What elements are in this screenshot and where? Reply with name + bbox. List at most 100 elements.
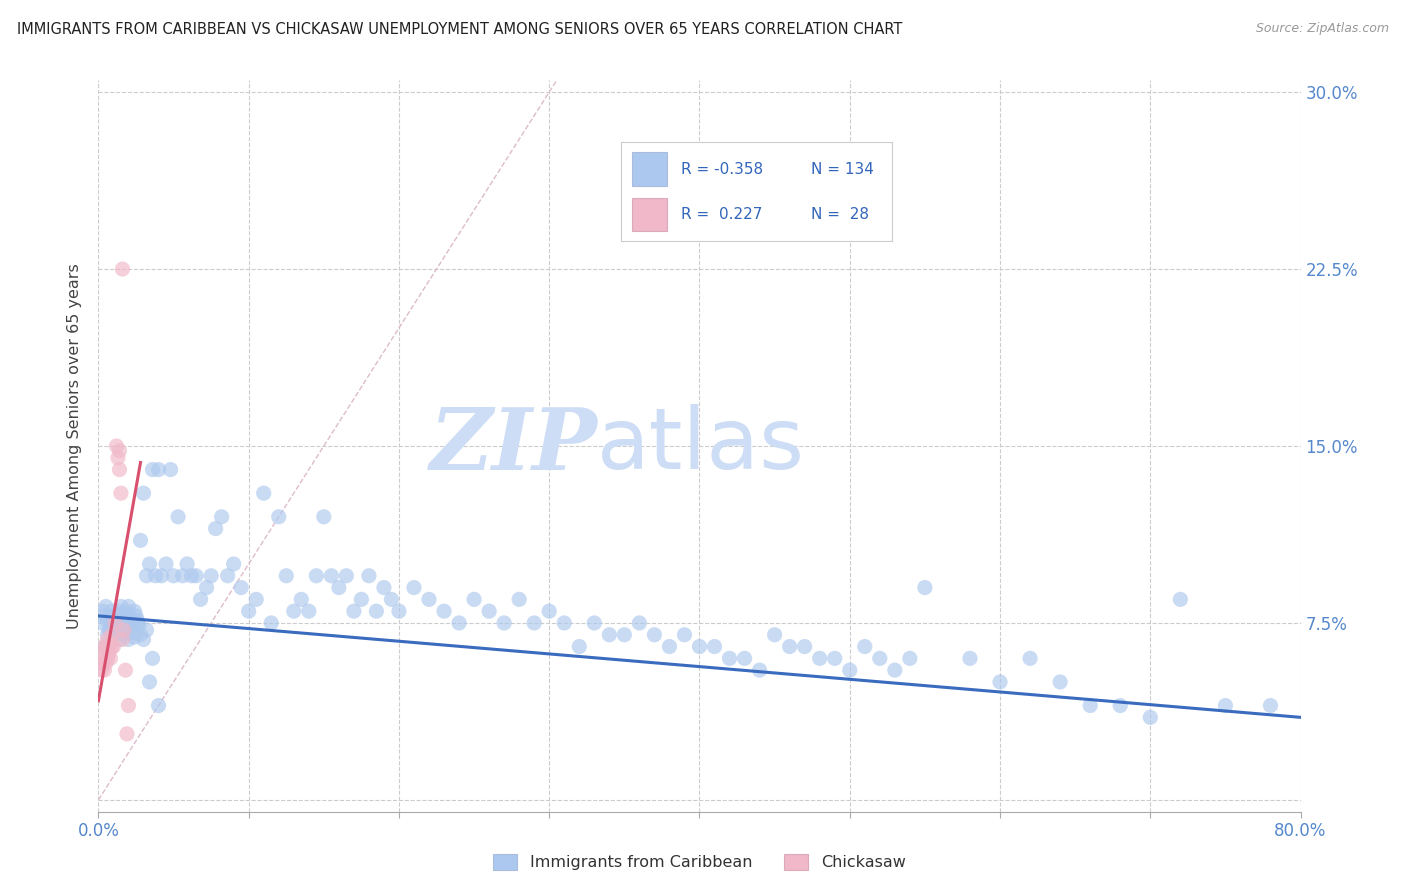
Point (734, 651, 756, 665)
Text: N = 134: N = 134 (811, 161, 873, 177)
Point (100, 651, 122, 665)
Point (494, 615, 516, 630)
Point (898, 651, 921, 665)
Point (108, 604, 131, 618)
Point (104, 614, 127, 628)
Point (508, 592, 530, 607)
Point (135, 623, 157, 637)
Point (115, 727, 138, 741)
Point (104, 615, 127, 630)
Text: N =  28: N = 28 (811, 207, 869, 222)
Point (108, 443, 131, 458)
Point (93, 663, 115, 677)
Point (190, 592, 212, 607)
Point (94, 599, 117, 614)
Point (128, 618, 150, 632)
Point (366, 604, 388, 618)
Point (108, 462, 131, 476)
Bar (633, 198, 668, 231)
Point (793, 640, 815, 654)
Point (117, 698, 139, 713)
Point (598, 628, 620, 642)
Point (418, 592, 440, 607)
Point (298, 604, 321, 618)
Point (267, 509, 290, 524)
Point (538, 604, 561, 618)
Point (238, 604, 260, 618)
Point (763, 628, 786, 642)
Point (959, 651, 981, 665)
Point (115, 604, 138, 618)
Point (231, 581, 253, 595)
Point (96, 651, 118, 665)
Point (124, 630, 146, 644)
Point (138, 557, 160, 571)
Point (357, 568, 380, 582)
Point (105, 608, 128, 623)
Point (91, 604, 114, 618)
Point (101, 628, 124, 642)
Point (914, 581, 936, 595)
Point (388, 604, 411, 618)
Point (260, 615, 283, 630)
Point (748, 663, 770, 677)
Point (253, 486, 276, 500)
Point (112, 623, 135, 637)
Point (312, 509, 335, 524)
Point (90, 663, 112, 677)
Point (673, 628, 696, 642)
Point (703, 640, 725, 654)
Point (132, 632, 155, 647)
Point (658, 640, 681, 654)
Point (718, 651, 741, 665)
Text: Source: ZipAtlas.com: Source: ZipAtlas.com (1256, 22, 1389, 36)
Point (204, 522, 226, 536)
Point (838, 663, 860, 677)
Point (568, 640, 591, 654)
Point (117, 599, 139, 614)
Point (613, 628, 636, 642)
Point (321, 568, 343, 582)
Point (114, 623, 136, 637)
Point (105, 621, 128, 635)
Point (373, 581, 395, 595)
Point (350, 592, 373, 607)
Point (93, 640, 115, 654)
Point (100, 623, 122, 637)
Point (94, 656, 117, 670)
Point (127, 615, 149, 630)
Point (1109, 698, 1132, 713)
Text: IMMIGRANTS FROM CARIBBEAN VS CHICKASAW UNEMPLOYMENT AMONG SENIORS OVER 65 YEARS : IMMIGRANTS FROM CARIBBEAN VS CHICKASAW U… (17, 22, 903, 37)
Point (433, 604, 456, 618)
Point (689, 640, 711, 654)
Bar (633, 153, 668, 186)
Point (148, 462, 170, 476)
Point (91, 647, 114, 661)
Point (172, 568, 194, 582)
Point (110, 599, 132, 614)
Point (105, 439, 128, 453)
Point (127, 614, 149, 628)
Point (101, 640, 124, 654)
Point (478, 604, 501, 618)
Point (89, 651, 111, 665)
Point (111, 262, 134, 277)
Text: R = -0.358: R = -0.358 (681, 161, 763, 177)
Point (380, 592, 402, 607)
Point (176, 557, 198, 571)
Point (1019, 651, 1042, 665)
Point (90, 615, 112, 630)
Point (148, 698, 170, 713)
Legend: Immigrants from Caribbean, Chickasaw: Immigrants from Caribbean, Chickasaw (486, 847, 912, 877)
Point (305, 568, 328, 582)
Point (114, 663, 136, 677)
Point (245, 592, 267, 607)
Point (463, 592, 485, 607)
Point (628, 615, 651, 630)
Point (853, 640, 876, 654)
Point (91, 656, 114, 670)
Point (96, 628, 118, 642)
Point (93, 608, 115, 623)
Point (195, 581, 218, 595)
Point (122, 614, 145, 628)
